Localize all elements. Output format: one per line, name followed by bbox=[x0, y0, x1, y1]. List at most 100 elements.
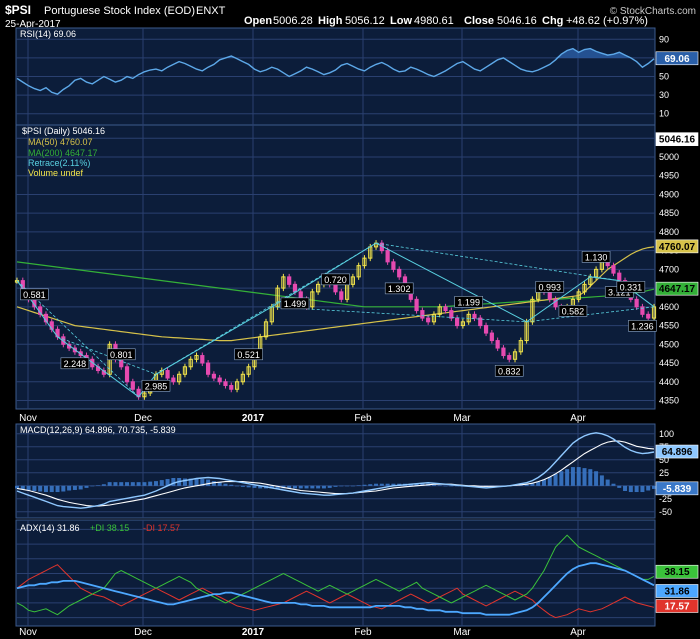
candle-body bbox=[495, 340, 500, 349]
exchange: ENXT bbox=[196, 5, 226, 17]
macd-histogram-bar bbox=[611, 483, 616, 486]
macd-histogram-bar bbox=[142, 482, 147, 486]
macd-hist-value-badge: -5.839 bbox=[655, 481, 699, 496]
macd-histogram-bar bbox=[379, 483, 384, 486]
macd-histogram-bar bbox=[223, 483, 228, 486]
macd-histogram-bar bbox=[623, 485, 628, 491]
macd-histogram-bar bbox=[188, 478, 193, 486]
candle-body bbox=[617, 272, 622, 282]
chg-value: +48.62 (+0.97%) bbox=[566, 15, 648, 27]
candle-body bbox=[530, 298, 535, 323]
macd-histogram-bar bbox=[78, 485, 83, 490]
macd-histogram-bar bbox=[107, 482, 112, 486]
candle-body bbox=[211, 373, 216, 379]
candle-body bbox=[194, 355, 199, 360]
low-label: Low bbox=[390, 15, 412, 27]
macd-histogram-bar bbox=[125, 482, 130, 486]
macd-histogram-bar bbox=[541, 479, 546, 486]
price-layer: 0.581 2.248 0.801 2.985 0.521 1.499 0.720 1.302… bbox=[14, 137, 657, 402]
candle-body bbox=[547, 291, 552, 300]
macd-histogram-bar bbox=[153, 481, 158, 486]
candle-body bbox=[217, 377, 222, 383]
candle-body bbox=[489, 332, 494, 342]
macd-histogram-bar bbox=[536, 481, 541, 486]
ma50-value-badge-box bbox=[655, 239, 699, 254]
macd-histogram-bar bbox=[49, 485, 54, 493]
candle-body bbox=[501, 347, 506, 357]
index-name: Portuguese Stock Index (EOD) bbox=[44, 5, 195, 17]
retrace-label: 1.130 bbox=[581, 251, 611, 263]
close-value-badge-box bbox=[655, 132, 699, 146]
candle-body bbox=[512, 351, 518, 360]
macd-legend: MACD(12,26,9) 64.896, 70.735, -5.839 bbox=[20, 425, 176, 435]
macd-histogram-bar bbox=[258, 485, 263, 489]
legend-retrace: Retrace(2.11%) bbox=[28, 158, 90, 168]
x-tick-label-bottom: 2017 bbox=[242, 627, 265, 638]
retrace-label: 1.302 bbox=[384, 282, 414, 295]
macd-value-badge-text: 64.896 bbox=[662, 447, 693, 458]
retrace-label-text: 1.302 bbox=[388, 284, 411, 294]
retrace-label-box bbox=[280, 297, 310, 310]
plus-di-legend: +DI 38.15 bbox=[90, 523, 129, 533]
macd-histogram-bar bbox=[646, 485, 651, 491]
macd-histogram-bar bbox=[136, 482, 141, 486]
candle-body bbox=[316, 283, 321, 293]
macd-histogram-bar bbox=[304, 485, 309, 489]
date-label: 25-Apr-2017 bbox=[5, 19, 61, 30]
macd-histogram-bar bbox=[599, 475, 604, 486]
price-tick-label: 5000 bbox=[659, 152, 679, 162]
macd-histogram-bar bbox=[194, 478, 199, 486]
retrace-label: 0.581 bbox=[20, 288, 49, 301]
candle-body bbox=[356, 265, 361, 278]
candle-body bbox=[582, 283, 587, 293]
x-tick-label-top: Apr bbox=[570, 413, 586, 424]
retrace-label-box bbox=[454, 296, 483, 308]
legend-volume: Volume undef bbox=[28, 168, 84, 178]
retrace-label-box bbox=[141, 379, 171, 392]
macd-histogram-bar bbox=[211, 481, 216, 486]
candle-body bbox=[310, 291, 315, 308]
rsi-value-badge: 69.06 bbox=[655, 51, 699, 66]
adx-legend: ADX(14) 31.86 bbox=[20, 523, 80, 533]
price-tick-label: 4550 bbox=[659, 321, 679, 331]
candle-body bbox=[640, 306, 645, 315]
retrace-label-box bbox=[581, 251, 611, 263]
minus-di-value-badge-text: 17.57 bbox=[664, 602, 689, 613]
candle-body bbox=[246, 366, 251, 375]
macd-value-badge-box bbox=[655, 444, 699, 459]
close-value-badge: 5046.16 bbox=[655, 132, 699, 146]
retrace-label-box bbox=[628, 320, 657, 332]
plus-di-value-badge: 38.15 bbox=[655, 564, 699, 579]
macd-histogram-bar bbox=[449, 485, 454, 487]
macd-histogram-bar bbox=[345, 485, 350, 487]
adx-value-badge-text: 31.86 bbox=[664, 586, 689, 597]
symbol: $PSI bbox=[5, 3, 31, 17]
macd-histogram-bar bbox=[182, 478, 187, 486]
low-value: 4980.61 bbox=[414, 15, 454, 27]
macd-histogram-bar bbox=[431, 484, 436, 486]
retrace-projection bbox=[375, 242, 620, 282]
macd-histogram-bar bbox=[119, 482, 124, 486]
macd-histogram-bar bbox=[594, 471, 599, 486]
retrace-label-box bbox=[384, 282, 414, 295]
macd-histogram-bar bbox=[356, 485, 361, 486]
macd-histogram-bar bbox=[206, 479, 211, 486]
macd-histogram-bar bbox=[275, 485, 280, 489]
candle-body bbox=[292, 283, 298, 293]
retrace-label-text: 0.801 bbox=[110, 350, 133, 360]
retrace-label-text: 1.199 bbox=[457, 297, 480, 307]
macd-histogram-bar bbox=[321, 485, 326, 489]
ma50-value-badge-text: 4760.07 bbox=[659, 242, 696, 253]
retrace-label: 1.236 bbox=[628, 320, 657, 332]
close-label: Close bbox=[464, 15, 494, 27]
retrace-label: 1.499 bbox=[280, 297, 310, 310]
macd-histogram-bar bbox=[617, 485, 622, 488]
x-tick-label-bottom: Apr bbox=[570, 627, 586, 638]
candle-body bbox=[651, 306, 657, 319]
candle-body bbox=[420, 310, 425, 319]
macd-layer bbox=[15, 432, 656, 513]
macd-histogram-bar bbox=[20, 485, 25, 490]
macd-histogram-bar bbox=[559, 471, 564, 486]
